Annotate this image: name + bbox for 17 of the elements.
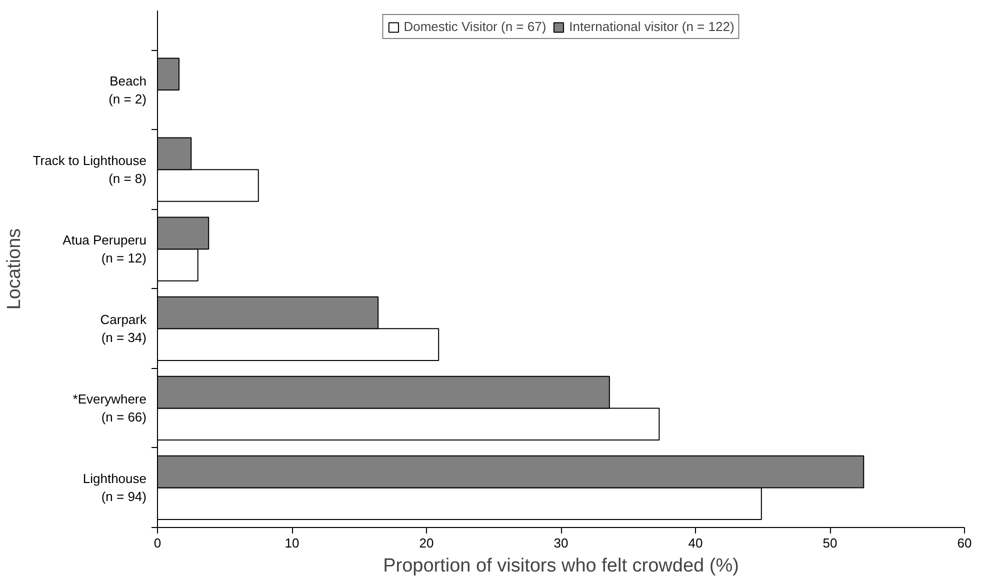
y-tick-label: Lighthouse (n = 94) [82, 471, 147, 504]
legend-label: Domestic Visitor (n = 67) [404, 19, 546, 34]
x-tick-label: 20 [419, 536, 434, 550]
legend-label: International visitor (n = 122) [569, 19, 734, 34]
x-tick-label: 60 [957, 536, 972, 550]
y-tick-label: Track to Lighthouse (n = 8) [32, 153, 147, 186]
x-tick-label: 50 [822, 536, 838, 550]
y-tick-label: Atua Peruperu (n = 12) [62, 232, 147, 266]
x-tick-label: 10 [284, 536, 300, 550]
y-axis-title: Locations [4, 228, 25, 310]
x-tick-label: 40 [688, 536, 703, 550]
x-axis-title: Proportion of visitors who felt crowded (%) [383, 556, 739, 576]
y-tick-label: Carpark (n = 34) [100, 312, 147, 346]
y-tick-label: *Everywhere (n = 66) [72, 392, 147, 425]
y-tick-label: Beach (n = 2) [108, 74, 147, 107]
x-tick-label: 30 [554, 536, 568, 550]
x-tick-label: 0 [154, 536, 162, 550]
